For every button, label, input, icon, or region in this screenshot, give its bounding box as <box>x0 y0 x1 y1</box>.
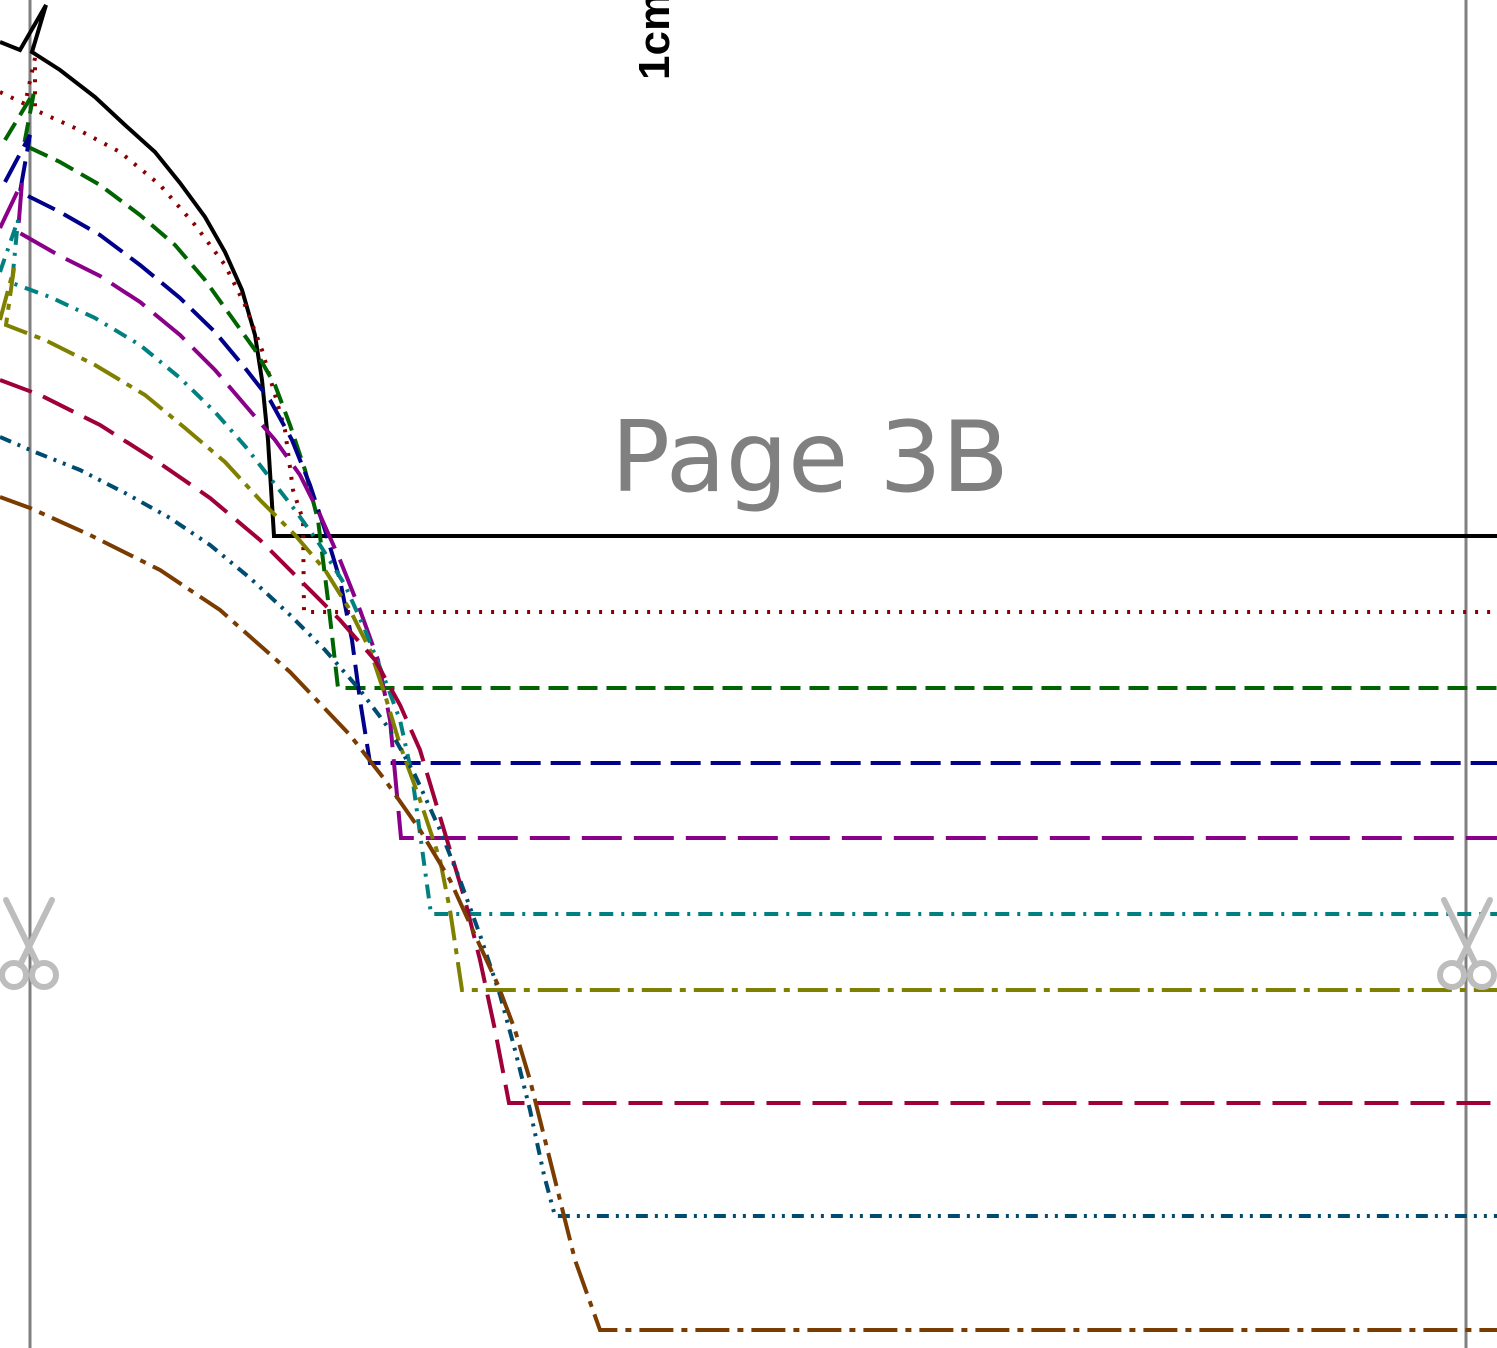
size-line-2 <box>0 57 1497 614</box>
size-line-10 <box>0 495 1497 1332</box>
scissors-icon <box>1432 895 1497 995</box>
scale-label: 1cm <box>634 0 676 80</box>
size-line-8 <box>0 378 1497 1105</box>
scale-label-text: 1cm <box>634 0 676 80</box>
size-line-7 <box>0 267 1497 992</box>
page-label: Page 3B <box>611 401 1009 515</box>
scissors-icon <box>0 895 64 995</box>
size-line-4 <box>3 134 1497 765</box>
size-line-1 <box>0 3 1497 538</box>
size-line-6 <box>0 219 1497 916</box>
size-line-9 <box>0 435 1497 1218</box>
size-line-3 <box>3 90 1497 690</box>
